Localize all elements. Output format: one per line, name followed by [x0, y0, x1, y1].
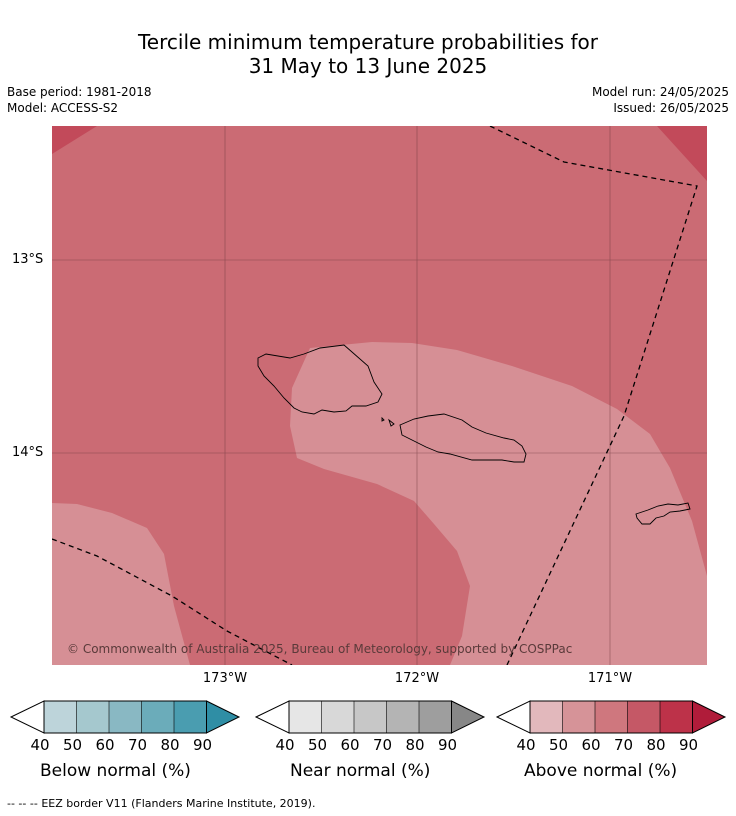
- eez-footnote: -- -- -- EEZ border V11 (Flanders Marine…: [7, 797, 315, 810]
- legend-above-arrow-right: [692, 700, 727, 734]
- legend-near-tick: 60: [340, 736, 360, 754]
- probability-map: [52, 126, 707, 665]
- legend-below-dividers: [76, 701, 175, 733]
- legend-below-bin-50-60: [76, 701, 109, 733]
- legend-near-bin-70-80: [386, 701, 419, 733]
- eez-border: [52, 126, 698, 665]
- legend-above-bin-50-60: [562, 701, 595, 733]
- legend-above-tick: 70: [613, 736, 634, 754]
- legend-above-tick: 80: [646, 736, 666, 754]
- legend-above-dividers: [562, 701, 661, 733]
- legend-near-bin-40-50: [289, 701, 322, 733]
- legend-below-tick: 80: [160, 736, 180, 754]
- graticule: [52, 126, 707, 665]
- legend-near-frame: [288, 700, 452, 734]
- legend-below-bin-80-90: [174, 701, 207, 733]
- island-manono: [388, 418, 395, 427]
- legend-below-tick: 50: [62, 736, 83, 754]
- eez-line-symbol: -- -- --: [7, 797, 38, 810]
- legend-below-arrow-left: [9, 700, 45, 734]
- legend-near-arrow-left: [254, 700, 290, 734]
- legend-above-bin-60-70: [595, 701, 628, 733]
- legend-near-bin-60-70: [354, 701, 387, 733]
- lon-label-172w: 172°W: [394, 671, 440, 686]
- legend-below-bin-60-70: [109, 701, 142, 733]
- legend-above-tick: 40: [516, 736, 536, 754]
- island-savaii: [257, 344, 383, 415]
- legend-below-normal: [9, 700, 241, 734]
- legend-above-bin-70-80: [627, 701, 660, 733]
- island-tutuila: [635, 502, 691, 525]
- model-name: Model: ACCESS-S2: [7, 101, 119, 115]
- legend-near-tick: 40: [275, 736, 295, 754]
- title-line-2: 31 May to 13 June 2025: [248, 54, 488, 78]
- islands: [257, 344, 691, 525]
- legend-below-bin-40-50: [44, 701, 77, 733]
- legend-above-tick: 60: [581, 736, 601, 754]
- region-60-70-sw: [52, 503, 190, 665]
- legend-near-arrow-right: [451, 700, 486, 734]
- legend-near-tick: 70: [372, 736, 393, 754]
- region-80-90-ne: [657, 126, 707, 181]
- legend-above-bin-40-50: [530, 701, 563, 733]
- legend-above-frame: [529, 700, 693, 734]
- region-60-70-central: [290, 342, 707, 665]
- lon-label-171w: 171°W: [587, 671, 633, 686]
- legend-below-tick: 40: [30, 736, 50, 754]
- copyright-notice: © Commonwealth of Australia 2025, Bureau…: [67, 642, 573, 656]
- island-apolima: [381, 416, 385, 422]
- meta-right: Model run: 24/05/2025 Issued: 26/05/2025: [592, 84, 729, 116]
- legend-near-dividers: [321, 701, 420, 733]
- legend-near-tick: 50: [307, 736, 328, 754]
- lon-label-173w: 173°W: [202, 671, 248, 686]
- region-80-90-nw: [52, 126, 97, 154]
- legend-below-bin-70-80: [141, 701, 174, 733]
- legend-near-tick: 80: [405, 736, 425, 754]
- legend-near-title: Near normal (%): [290, 761, 431, 781]
- title-line-1: Tercile minimum temperature probabilitie…: [137, 30, 599, 54]
- legend-above-arrow-left: [495, 700, 531, 734]
- legend-below-tick: 90: [192, 736, 213, 754]
- legend-below-frame: [43, 700, 207, 734]
- base-period: Base period: 1981-2018: [7, 85, 152, 99]
- legend-below-arrow-right: [206, 700, 241, 734]
- legend-above-title: Above normal (%): [524, 761, 678, 781]
- legend-below-tick: 60: [95, 736, 115, 754]
- model-run: Model run: 24/05/2025: [591, 85, 729, 99]
- legend-above-tick: 90: [678, 736, 699, 754]
- eez-line-east: [489, 126, 698, 665]
- meta-left: Base period: 1981-2018 Model: ACCESS-S2: [7, 84, 152, 116]
- lat-label-13s: 13°S: [12, 252, 44, 267]
- chart-title: Tercile minimum temperature probabilitie…: [0, 30, 736, 78]
- legend-above-tick: 50: [548, 736, 569, 754]
- issued-date: Issued: 26/05/2025: [613, 101, 729, 115]
- legend-below-title: Below normal (%): [40, 761, 191, 781]
- legend-near-normal: [254, 700, 486, 734]
- legend-above-bin-80-90: [660, 701, 693, 733]
- eez-note-text: EEZ border V11 (Flanders Marine Institut…: [41, 797, 316, 810]
- legend-above-normal: [495, 700, 727, 734]
- legend-near-bin-50-60: [321, 701, 354, 733]
- legend-below-tick: 70: [127, 736, 148, 754]
- island-upolu: [399, 413, 527, 463]
- lat-label-14s: 14°S: [12, 445, 44, 460]
- legend-near-tick: 90: [437, 736, 458, 754]
- legend-near-bin-80-90: [419, 701, 452, 733]
